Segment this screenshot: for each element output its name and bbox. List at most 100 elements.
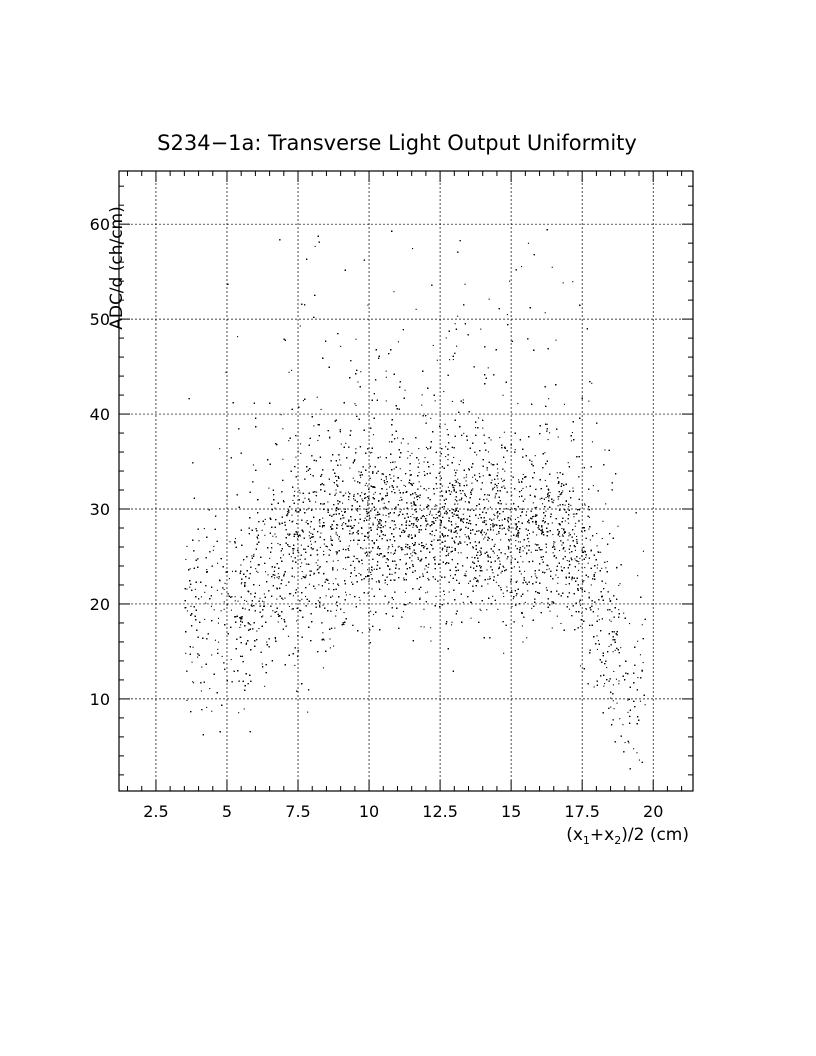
data-point [511,606,513,608]
data-point [419,597,421,599]
data-point [464,493,466,495]
data-point [615,678,617,680]
data-point [423,626,425,628]
data-point [439,525,441,527]
data-point [375,581,377,583]
data-point [370,571,372,573]
data-point [321,526,323,528]
data-point [488,298,490,300]
data-point [553,545,555,547]
data-point [515,595,517,597]
data-point [244,608,246,610]
data-point [381,531,383,533]
data-point [275,536,277,538]
data-point [477,517,479,519]
data-point [562,282,564,284]
data-point [432,522,434,524]
data-point [492,572,494,574]
data-point [291,514,293,516]
data-point [487,578,489,580]
data-point [406,520,408,522]
data-point [361,498,363,500]
data-point [282,500,284,502]
data-point [418,448,420,450]
data-point [190,605,192,607]
data-point [484,536,486,538]
data-point [498,533,500,535]
data-point [295,456,297,458]
data-point [262,600,264,602]
data-point [376,533,378,535]
data-point [238,712,240,714]
data-point [585,556,587,558]
data-point [596,533,598,535]
data-point [453,487,455,489]
data-point [349,467,351,469]
data-point [418,481,420,483]
data-point [308,535,310,537]
data-point [534,573,536,575]
data-point [633,748,635,750]
data-point [367,533,369,535]
data-point [496,487,498,489]
data-point [608,645,610,647]
data-point [271,542,273,544]
data-point [526,637,528,639]
data-point [470,617,472,619]
data-point [472,476,474,478]
data-point [411,560,413,562]
data-point [316,396,318,398]
data-point [354,480,356,482]
data-point [342,568,344,570]
data-point [423,516,425,518]
data-point [264,523,266,525]
data-point [338,585,340,587]
data-point [274,507,276,509]
data-point [304,548,306,550]
data-point [368,569,370,571]
data-point [471,556,473,558]
data-point [370,550,372,552]
data-point [335,489,337,491]
data-point [548,568,550,570]
data-point [454,323,456,325]
data-point [612,651,614,653]
data-point [192,681,194,683]
data-point [596,648,598,650]
data-point [404,389,406,391]
data-point [488,578,490,580]
data-point [456,532,458,534]
data-point [451,621,453,623]
data-point [497,468,499,470]
data-point [552,552,554,554]
data-point [338,454,340,456]
data-point [415,308,417,310]
data-point [296,620,298,622]
data-point [584,550,586,552]
data-point [296,523,298,525]
data-point [429,447,431,449]
data-point [306,509,308,511]
data-point [561,544,563,546]
data-point [444,423,446,425]
data-point [617,525,619,527]
data-point [397,437,399,439]
data-point [458,542,460,544]
data-point [322,517,324,519]
data-point [520,555,522,557]
data-point [441,485,443,487]
data-point [268,487,270,489]
data-point [204,591,206,593]
data-point [527,590,529,592]
data-point [274,638,276,640]
data-point [441,541,443,543]
data-point [332,583,334,585]
data-point [514,523,516,525]
data-point [234,538,236,540]
data-point [553,543,555,545]
data-point [552,534,554,536]
data-point [213,545,215,547]
data-point [494,486,496,488]
data-point [223,608,225,610]
data-point [359,513,361,515]
